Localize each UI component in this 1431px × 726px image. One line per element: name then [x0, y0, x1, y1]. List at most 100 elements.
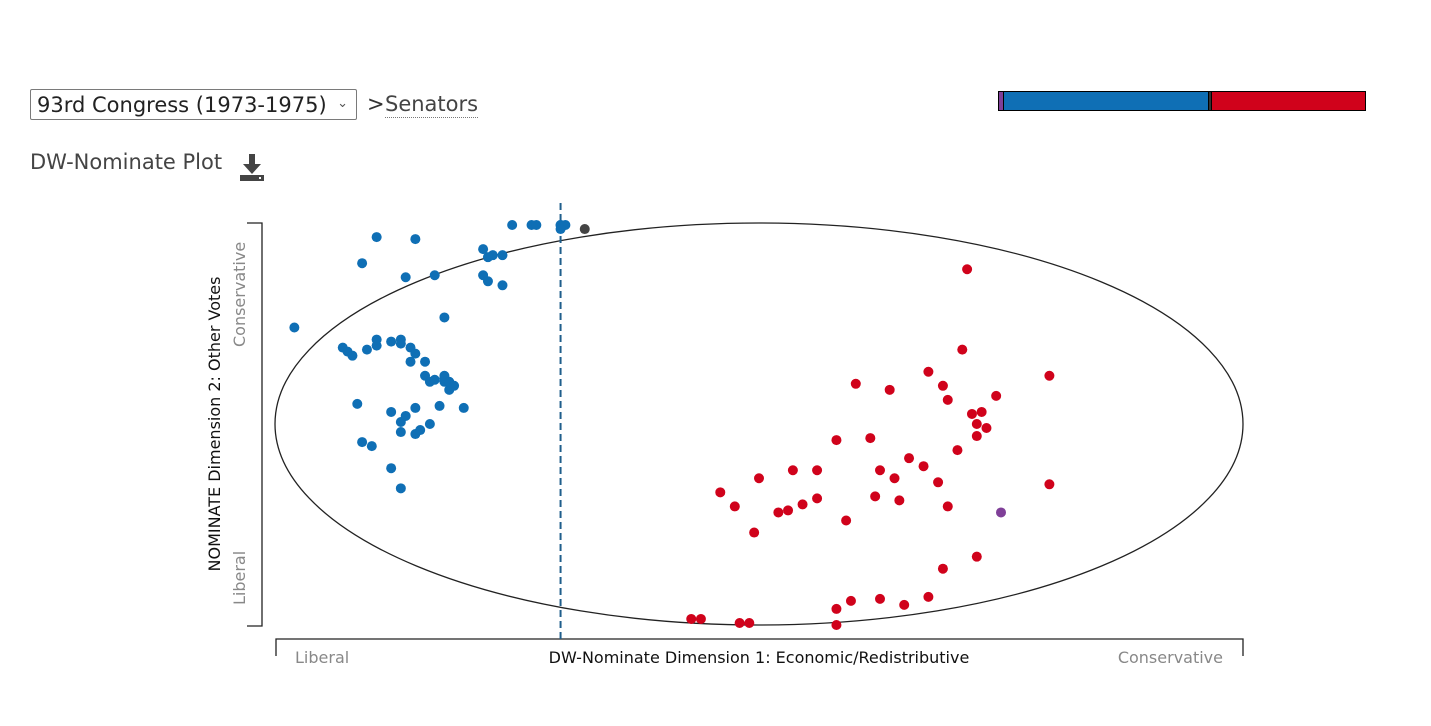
point-republican[interactable]	[933, 477, 944, 488]
party-bar-segment-democrat[interactable]	[1002, 92, 1208, 110]
point-republican[interactable]	[957, 344, 968, 355]
point-democrat[interactable]	[366, 441, 377, 452]
point-republican[interactable]	[831, 435, 842, 446]
point-democrat[interactable]	[357, 258, 368, 269]
point-republican[interactable]	[850, 378, 861, 389]
point-republican[interactable]	[937, 563, 948, 574]
point-republican[interactable]	[797, 499, 808, 510]
axes: DW-Nominate Dimension 1: Economic/Redist…	[205, 203, 1244, 667]
point-republican[interactable]	[865, 433, 876, 444]
point-republican[interactable]	[991, 390, 1002, 401]
point-republican[interactable]	[971, 431, 982, 442]
party-bar-segment-other[interactable]	[1207, 92, 1212, 110]
point-republican[interactable]	[971, 551, 982, 562]
point-republican[interactable]	[894, 495, 905, 506]
point-republican[interactable]	[899, 599, 910, 610]
point-republican[interactable]	[812, 465, 823, 476]
congress-select[interactable]: 93rd Congress (1973-1975) ⌄	[30, 89, 357, 120]
x-axis-label: DW-Nominate Dimension 1: Economic/Redist…	[549, 648, 970, 667]
point-democrat[interactable]	[347, 350, 358, 361]
point-republican[interactable]	[729, 501, 740, 512]
point-republican[interactable]	[783, 505, 794, 516]
point-republican[interactable]	[942, 501, 953, 512]
point-republican[interactable]	[875, 465, 885, 476]
point-republican[interactable]	[773, 507, 784, 518]
point-democrat[interactable]	[395, 483, 406, 494]
point-republican[interactable]	[976, 406, 987, 417]
point-republican[interactable]	[715, 487, 726, 498]
point-republican[interactable]	[787, 465, 798, 476]
congress-select-value: 93rd Congress (1973-1975)	[37, 92, 327, 117]
point-republican[interactable]	[870, 491, 881, 502]
point-republican[interactable]	[971, 419, 982, 429]
point-independent[interactable]	[996, 507, 1006, 518]
point-democrat[interactable]	[555, 224, 566, 235]
party-bar-segment-republican[interactable]	[1211, 92, 1365, 110]
point-democrat[interactable]	[420, 356, 431, 367]
point-democrat[interactable]	[424, 419, 435, 429]
point-republican[interactable]	[942, 394, 953, 405]
point-republican[interactable]	[875, 593, 885, 604]
point-republican[interactable]	[884, 384, 895, 395]
point-democrat[interactable]	[497, 280, 508, 291]
point-democrat[interactable]	[400, 272, 411, 283]
point-democrat[interactable]	[482, 276, 493, 287]
point-republican[interactable]	[966, 408, 977, 419]
point-democrat[interactable]	[395, 427, 406, 438]
point-democrat[interactable]	[415, 425, 426, 436]
point-democrat[interactable]	[458, 402, 469, 413]
point-republican[interactable]	[952, 445, 963, 456]
point-democrat[interactable]	[439, 312, 450, 323]
point-republican[interactable]	[695, 613, 706, 624]
point-republican[interactable]	[1044, 370, 1055, 381]
point-republican[interactable]	[918, 461, 929, 472]
point-democrat[interactable]	[410, 402, 421, 413]
point-democrat[interactable]	[386, 336, 397, 347]
point-republican[interactable]	[889, 473, 900, 484]
chamber-link[interactable]: Senators	[385, 92, 479, 118]
point-democrat[interactable]	[507, 220, 518, 231]
point-republican[interactable]	[841, 515, 852, 526]
point-republican[interactable]	[749, 527, 760, 538]
point-democrat[interactable]	[531, 220, 542, 231]
point-democrat[interactable]	[429, 374, 440, 385]
point-republican[interactable]	[981, 423, 992, 434]
point-republican[interactable]	[686, 613, 697, 624]
point-democrat[interactable]	[352, 398, 363, 409]
point-democrat[interactable]	[386, 463, 397, 474]
point-republican[interactable]	[744, 617, 755, 628]
point-republican[interactable]	[734, 617, 745, 628]
point-democrat[interactable]	[371, 232, 382, 243]
point-democrat[interactable]	[497, 250, 508, 261]
point-democrat[interactable]	[361, 344, 372, 355]
point-democrat[interactable]	[410, 348, 421, 359]
point-democrat[interactable]	[289, 322, 300, 333]
point-democrat[interactable]	[371, 334, 382, 345]
point-democrat[interactable]	[429, 270, 440, 281]
point-republican[interactable]	[812, 493, 823, 504]
download-icon[interactable]	[238, 152, 266, 182]
point-republican[interactable]	[831, 620, 842, 630]
party-bar-segment-independent[interactable]	[999, 92, 1003, 110]
point-democrat[interactable]	[405, 356, 416, 367]
point-democrat[interactable]	[395, 338, 406, 349]
point-other[interactable]	[579, 224, 590, 235]
point-democrat[interactable]	[400, 410, 411, 421]
point-democrat[interactable]	[449, 380, 460, 391]
point-republican[interactable]	[923, 366, 934, 377]
point-republican[interactable]	[831, 603, 842, 614]
point-republican[interactable]	[845, 595, 856, 606]
point-republican[interactable]	[937, 380, 948, 391]
point-democrat[interactable]	[482, 252, 493, 263]
point-republican[interactable]	[923, 591, 934, 602]
point-democrat[interactable]	[386, 406, 397, 417]
point-republican[interactable]	[754, 473, 764, 484]
point-democrat[interactable]	[410, 234, 421, 245]
point-republican[interactable]	[962, 264, 973, 275]
point-democrat[interactable]	[434, 400, 445, 411]
point-democrat[interactable]	[478, 244, 489, 255]
point-democrat[interactable]	[357, 437, 368, 448]
point-republican[interactable]	[904, 453, 915, 464]
party-composition-bar[interactable]	[998, 91, 1366, 111]
point-republican[interactable]	[1044, 479, 1055, 490]
